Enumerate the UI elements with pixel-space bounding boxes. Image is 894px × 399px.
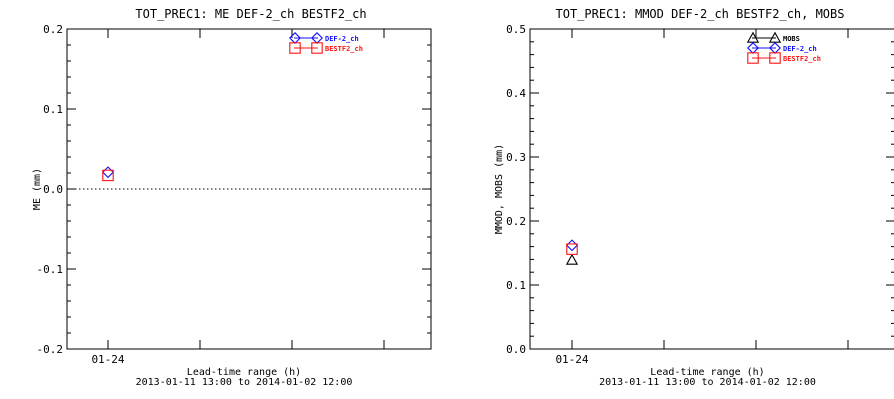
data-point-DEF-2_ch: [566, 239, 578, 252]
x-axis-label: Lead-time range (h): [650, 367, 764, 378]
x-axis-label: Lead-time range (h): [187, 367, 301, 378]
x-tick-label: 01-24: [555, 353, 588, 366]
x-axis-date-range: 2013-01-11 13:00 to 2014-01-02 12:00: [599, 377, 816, 388]
chart-title: TOT_PREC1: MMOD DEF-2_ch BESTF2_ch, MOBS: [556, 7, 845, 21]
legend-label: DEF-2_ch: [783, 45, 817, 53]
y-tick-label: 0.4: [506, 87, 526, 100]
legend-marker-MOBS: [746, 31, 760, 43]
legend-marker-BESTF2_ch: [311, 42, 323, 54]
y-tick-label: 0.0: [43, 183, 63, 196]
y-tick-label: 0.5: [506, 23, 526, 36]
data-point-MOBS: [565, 253, 579, 265]
y-tick-label: 0.2: [506, 215, 526, 228]
data-point-BESTF2_ch: [566, 243, 578, 255]
data-point-DEF-2_ch: [102, 166, 114, 179]
plot-frame: [529, 28, 894, 350]
legend-marker-MOBS: [768, 31, 782, 43]
y-tick-label: 0.2: [43, 23, 63, 36]
y-tick-label: 0.0: [506, 343, 526, 356]
x-tick-label: 01-24: [91, 353, 124, 366]
y-tick-label: -0.2: [37, 343, 64, 356]
y-tick-label: 0.1: [43, 103, 63, 116]
y-axis-label: ME (mm): [32, 168, 43, 210]
y-tick-label: 0.3: [506, 151, 526, 164]
legend-label: DEF-2_ch: [325, 35, 359, 43]
legend-label: BESTF2_ch: [783, 55, 821, 63]
legend-label: BESTF2_ch: [325, 45, 363, 53]
y-axis-label: MMOD, MOBS (mm): [494, 144, 505, 234]
legend-label: MOBS: [783, 35, 800, 43]
chart-2: TOT_PREC1: MMOD DEF-2_ch BESTF2_ch, MOBS…: [494, 7, 894, 388]
y-tick-label: 0.1: [506, 279, 526, 292]
chart-1: TOT_PREC1: ME DEF-2_ch BESTF2_ch -0.2 -0.1…: [32, 7, 432, 388]
legend-marker-BESTF2_ch: [289, 42, 301, 54]
data-point-BESTF2_ch: [102, 169, 114, 182]
chart-title: TOT_PREC1: ME DEF-2_ch BESTF2_ch: [135, 7, 366, 21]
y-tick-label: -0.1: [37, 263, 64, 276]
legend-marker-BESTF2_ch: [769, 52, 781, 64]
x-axis-date-range: 2013-01-11 13:00 to 2014-01-02 12:00: [136, 377, 353, 388]
legend-marker-BESTF2_ch: [747, 52, 759, 64]
